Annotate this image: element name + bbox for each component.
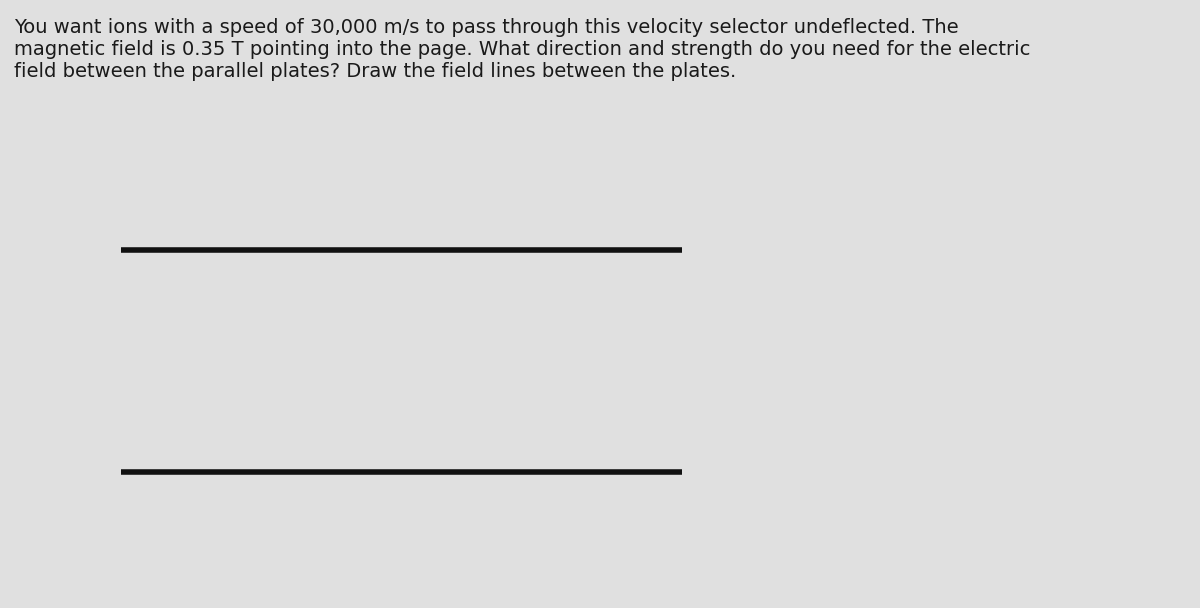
Text: You want ions with a speed of 30,000 m/s to pass through this velocity selector : You want ions with a speed of 30,000 m/s…	[13, 18, 1030, 81]
